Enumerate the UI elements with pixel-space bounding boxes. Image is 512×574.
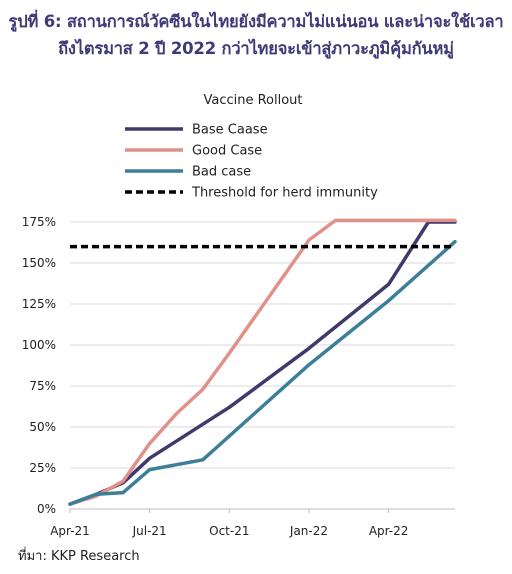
figure-title: รูปที่ 6: สถานการณ์วัคซีนในไทยยังมีความไ… bbox=[0, 8, 512, 62]
legend-label: Base Caase bbox=[192, 123, 268, 138]
series-line-base-caase bbox=[68, 220, 457, 506]
x-tick-label: Apr-21 bbox=[50, 524, 90, 538]
y-tick-label: 100% bbox=[22, 338, 56, 352]
figure-title-line-1: รูปที่ 6: สถานการณ์วัคซีนในไทยยังมีความไ… bbox=[8, 12, 504, 31]
chart-title: Vaccine Rollout bbox=[203, 93, 302, 108]
chart-gridlines bbox=[70, 221, 455, 469]
y-tick-label: 50% bbox=[29, 420, 56, 434]
figure-title-line-2: ถึงไตรมาส 2 ปี 2022 กว่าไทยจะเข้าสู่ภาวะ… bbox=[58, 39, 454, 58]
chart-series bbox=[68, 218, 457, 506]
chart-legend: Base Caase Good Case Bad case Threshold for… bbox=[125, 123, 378, 201]
legend-label: Threshold for herd immunity bbox=[191, 186, 378, 201]
legend-label: Bad case bbox=[192, 165, 251, 180]
y-tick-label: 0% bbox=[37, 502, 56, 516]
y-tick-label: 125% bbox=[22, 297, 56, 311]
y-tick-label: 25% bbox=[29, 461, 56, 475]
series-line-bad-case bbox=[68, 239, 457, 506]
series-line-good-case bbox=[68, 218, 457, 506]
y-tick-label: 150% bbox=[22, 256, 56, 270]
x-tick-label: Apr-22 bbox=[369, 524, 409, 538]
chart-axes: 0% 25% 50% 75% 100% 125% 150% 175% Apr-21 Jul-21 O… bbox=[22, 215, 455, 538]
y-tick-label: 175% bbox=[22, 215, 56, 229]
x-tick-label: Jan-22 bbox=[289, 524, 328, 538]
legend-label: Good Case bbox=[192, 144, 262, 159]
x-tick-label: Jul-21 bbox=[132, 524, 167, 538]
source-note: ที่มา: KKP Research bbox=[18, 549, 140, 564]
x-tick-label: Oct-21 bbox=[209, 524, 249, 538]
y-tick-label: 75% bbox=[29, 379, 56, 393]
